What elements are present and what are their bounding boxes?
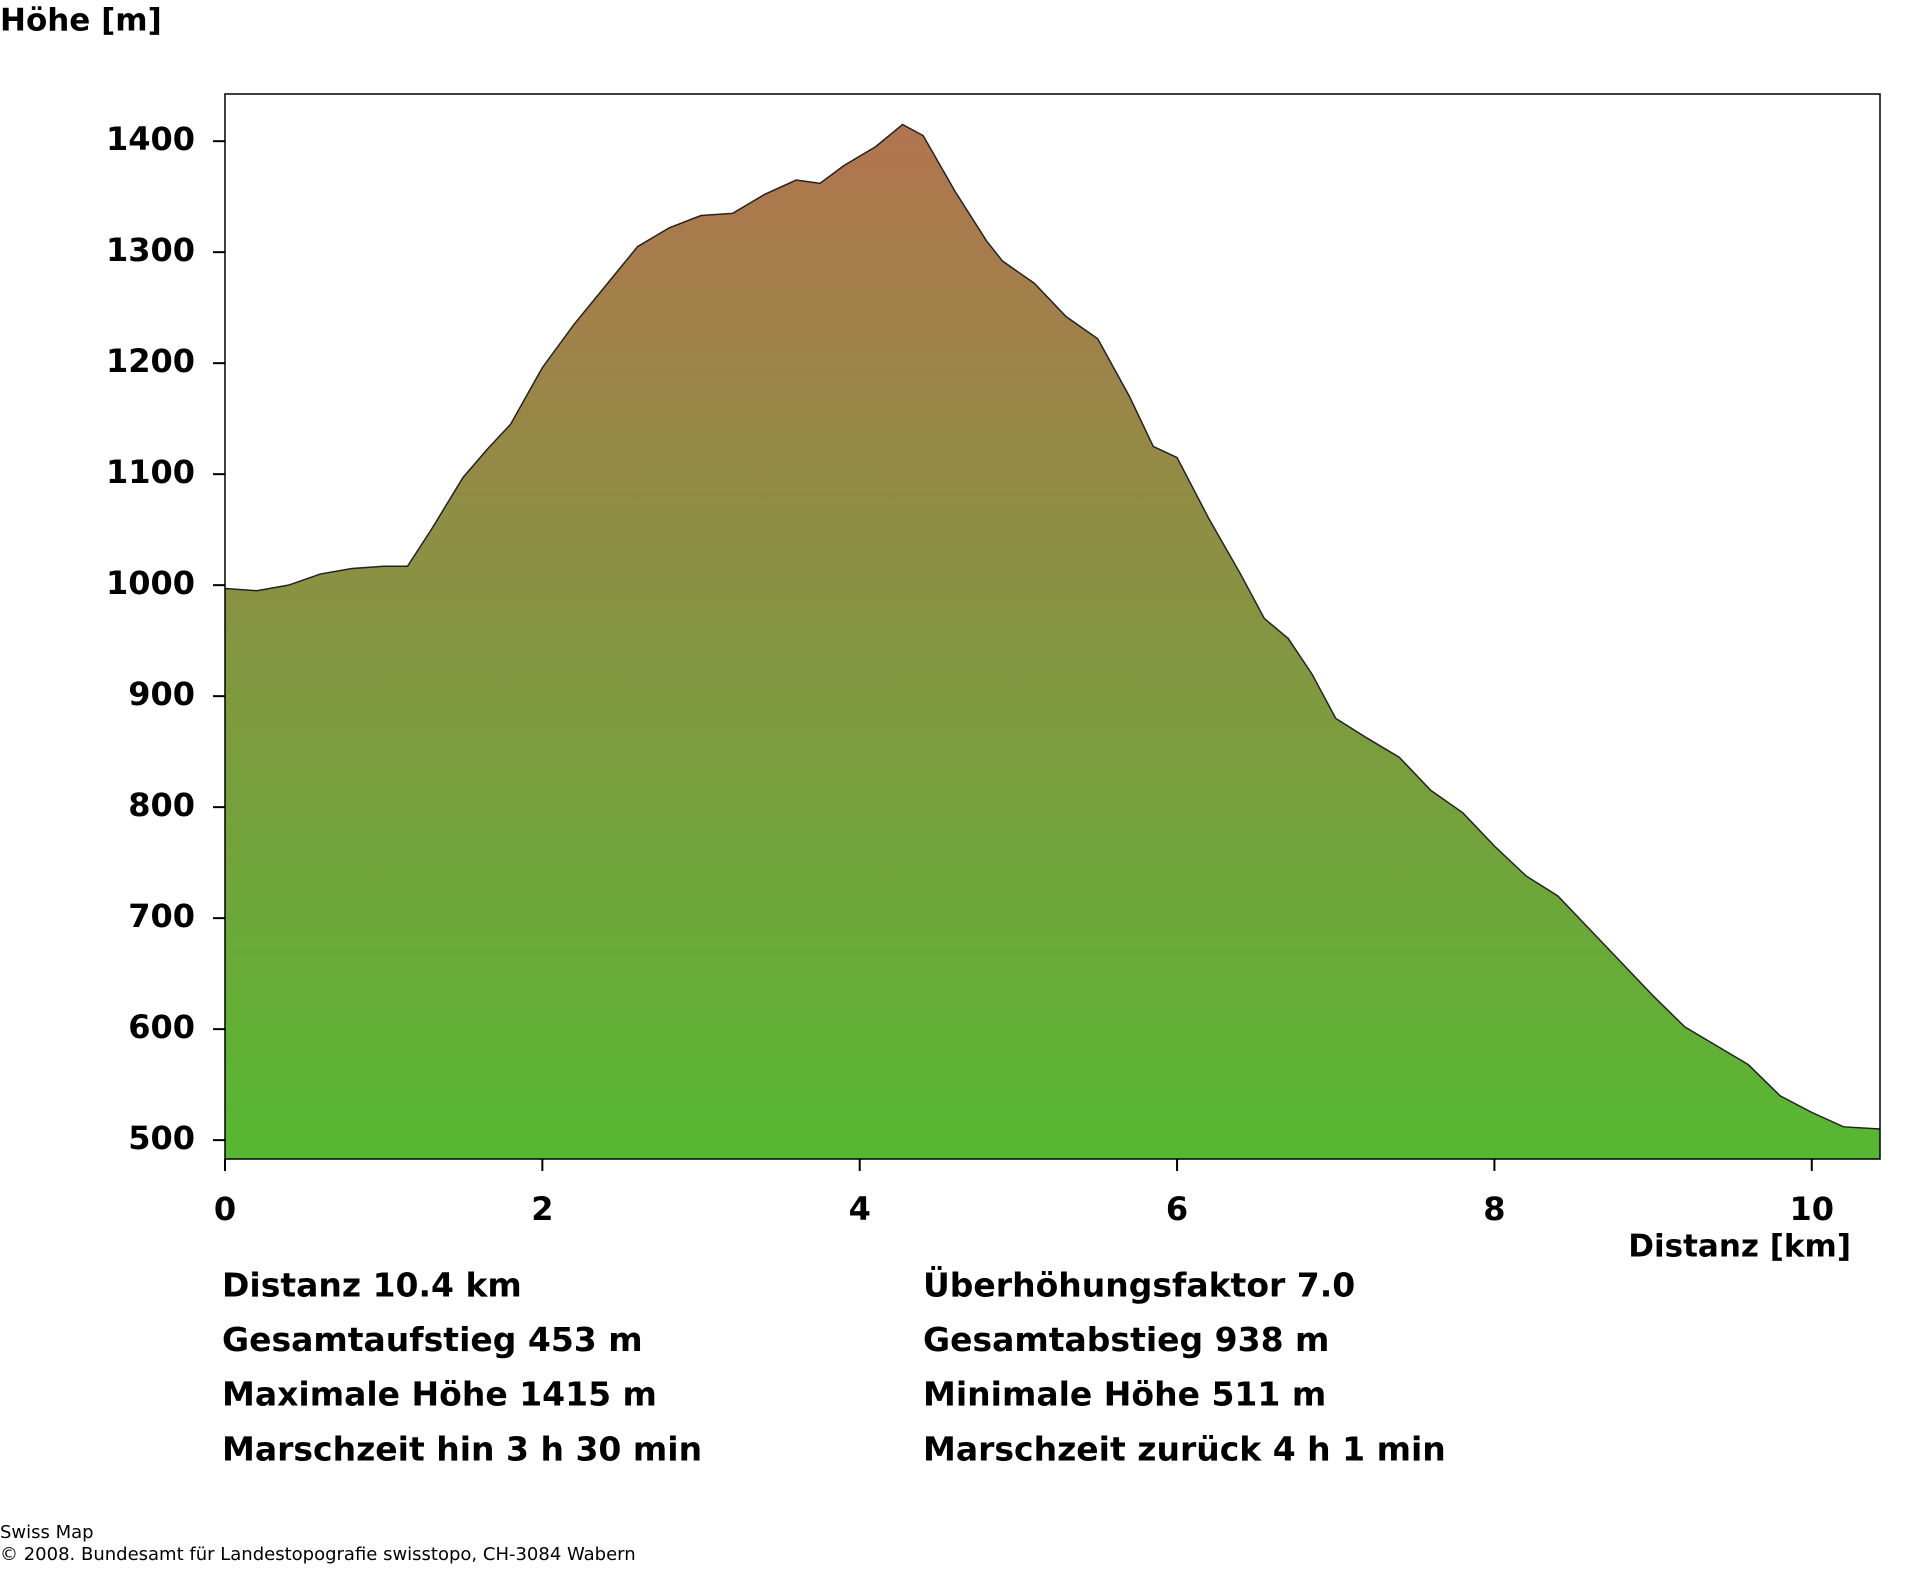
chart-title: Höhe [m] <box>0 3 162 39</box>
area <box>225 124 1880 1160</box>
y-tick-label: 1300 <box>106 231 195 269</box>
y-tick-label: 1100 <box>106 453 195 491</box>
stat: Überhöhungsfaktor 7.0 <box>923 1265 1355 1305</box>
y-tick-label: 1200 <box>106 342 195 380</box>
y-tick-label: 500 <box>128 1119 195 1157</box>
stat: Gesamtaufstieg 453 m <box>222 1320 643 1359</box>
stat: Gesamtabstieg 938 m <box>923 1320 1329 1359</box>
profile-line <box>224 123 1881 1130</box>
stat: Maximale Höhe 1415 m <box>222 1375 657 1414</box>
y-tick-label: 1400 <box>106 120 195 158</box>
x-axis-label: Distanz [km] <box>1628 1229 1851 1265</box>
footer-text: © 2008. Bundesamt für Landestopografie s… <box>0 1544 636 1565</box>
y-tick-label: 800 <box>128 786 195 824</box>
x-tick-label: 6 <box>1166 1190 1188 1228</box>
y-tick-label: 1000 <box>106 564 195 602</box>
x-tick-label: 4 <box>849 1190 871 1228</box>
y-tick-label: 700 <box>128 897 195 935</box>
stat: Distanz 10.4 km <box>222 1266 522 1305</box>
stat: Marschzeit hin 3 h 30 min <box>222 1429 702 1468</box>
stat: Minimale Höhe 511 m <box>923 1375 1326 1414</box>
stat: Marschzeit zurück 4 h 1 min <box>923 1429 1446 1468</box>
plot-frame <box>224 93 1881 1160</box>
x-tick-label: 10 <box>1790 1190 1835 1228</box>
x-tick-label: 0 <box>214 1190 236 1228</box>
y-tick-label: 600 <box>128 1008 195 1046</box>
x-tick-label: 2 <box>531 1190 553 1228</box>
y-tick-label: 900 <box>128 675 195 713</box>
footer-text: Swiss Map <box>0 1522 94 1543</box>
x-tick-label: 8 <box>1483 1190 1505 1228</box>
